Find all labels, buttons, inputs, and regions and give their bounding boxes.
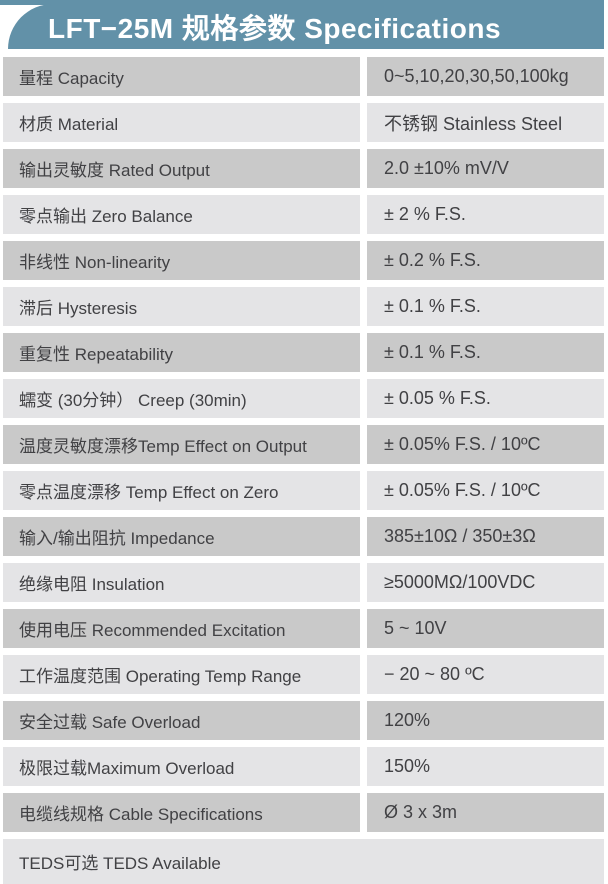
spec-label: 输入/输出阻抗 Impedance [3,517,360,556]
spec-label: 安全过载 Safe Overload [3,701,360,740]
spec-value: ± 0.1 % F.S. [367,287,604,326]
table-row-maximum-overload: 极限过载Maximum Overload 150% [3,747,604,786]
table-row-impedance: 输入/输出阻抗 Impedance 385±10Ω / 350±3Ω [3,517,604,556]
table-row-cable: 电缆线规格 Cable Specifications Ø 3 x 3m [3,793,604,832]
table-row-hysteresis: 滞后 Hysteresis ± 0.1 % F.S. [3,287,604,326]
spec-value: − 20 ~ 80 ºC [367,655,604,694]
spec-value: ± 0.2 % F.S. [367,241,604,280]
spec-value: 385±10Ω / 350±3Ω [367,517,604,556]
specifications-table: 量程 Capacity 0~5,10,20,30,50,100kg 材质 Mat… [3,57,604,884]
spec-label: 量程 Capacity [3,57,360,96]
spec-label: 输出灵敏度 Rated Output [3,149,360,188]
spec-value: 2.0 ±10% mV/V [367,149,604,188]
spec-value: 5 ~ 10V [367,609,604,648]
spec-value: 150% [367,747,604,786]
spec-label: 极限过载Maximum Overload [3,747,360,786]
table-row-non-linearity: 非线性 Non-linearity ± 0.2 % F.S. [3,241,604,280]
table-row-temp-effect-output: 温度灵敏度漂移Temp Effect on Output ± 0.05% F.S… [3,425,604,464]
spec-label: 零点输出 Zero Balance [3,195,360,234]
spec-label: TEDS可选 TEDS Available [3,839,604,884]
spec-value: ± 0.1 % F.S. [367,333,604,372]
spec-value: ± 0.05 % F.S. [367,379,604,418]
spec-label: 滞后 Hysteresis [3,287,360,326]
spec-label: 蠕变 (30分钟） Creep (30min) [3,379,360,418]
spec-value: 120% [367,701,604,740]
table-row-rated-output: 输出灵敏度 Rated Output 2.0 ±10% mV/V [3,149,604,188]
spec-label: 重复性 Repeatability [3,333,360,372]
spec-label: 材质 Material [3,103,360,142]
table-row-safe-overload: 安全过载 Safe Overload 120% [3,701,604,740]
spec-label: 温度灵敏度漂移Temp Effect on Output [3,425,360,464]
spec-value: Ø 3 x 3m [367,793,604,832]
table-row-teds: TEDS可选 TEDS Available [3,839,604,884]
spec-value: ± 0.05% F.S. / 10ºC [367,471,604,510]
spec-value: 不锈钢 Stainless Steel [367,103,604,142]
table-row-zero-balance: 零点输出 Zero Balance ± 2 % F.S. [3,195,604,234]
table-row-excitation: 使用电压 Recommended Excitation 5 ~ 10V [3,609,604,648]
spec-value: ± 2 % F.S. [367,195,604,234]
table-row-operating-temp: 工作温度范围 Operating Temp Range − 20 ~ 80 ºC [3,655,604,694]
table-row-insulation: 绝缘电阻 Insulation ≥5000MΩ/100VDC [3,563,604,602]
spec-value: 0~5,10,20,30,50,100kg [367,57,604,96]
spec-label: 电缆线规格 Cable Specifications [3,793,360,832]
spec-value: ≥5000MΩ/100VDC [367,563,604,602]
table-row-capacity: 量程 Capacity 0~5,10,20,30,50,100kg [3,57,604,96]
spec-value: ± 0.05% F.S. / 10ºC [367,425,604,464]
page-title-bar: LFT−25M 规格参数 Specifications [8,4,604,49]
table-row-creep: 蠕变 (30分钟） Creep (30min) ± 0.05 % F.S. [3,379,604,418]
table-row-repeatability: 重复性 Repeatability ± 0.1 % F.S. [3,333,604,372]
spec-label: 非线性 Non-linearity [3,241,360,280]
spec-label: 绝缘电阻 Insulation [3,563,360,602]
spec-label: 零点温度漂移 Temp Effect on Zero [3,471,360,510]
spec-label: 工作温度范围 Operating Temp Range [3,655,360,694]
table-row-material: 材质 Material 不锈钢 Stainless Steel [3,103,604,142]
spec-label: 使用电压 Recommended Excitation [3,609,360,648]
table-row-temp-effect-zero: 零点温度漂移 Temp Effect on Zero ± 0.05% F.S. … [3,471,604,510]
header-accent-strip [0,0,604,5]
page-title: LFT−25M 规格参数 Specifications [48,12,502,44]
